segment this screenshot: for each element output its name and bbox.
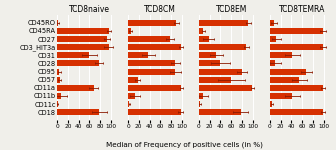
- Bar: [199, 44, 246, 50]
- Bar: [57, 60, 99, 66]
- Bar: [128, 101, 129, 107]
- Bar: [270, 109, 323, 115]
- Bar: [57, 69, 59, 75]
- Bar: [57, 44, 109, 50]
- Bar: [128, 52, 149, 58]
- Bar: [199, 93, 203, 99]
- Bar: [199, 36, 209, 42]
- Bar: [199, 101, 200, 107]
- Text: Median of Frequency of positive cells (in %): Median of Frequency of positive cells (i…: [107, 142, 263, 148]
- Bar: [128, 44, 181, 50]
- Bar: [199, 28, 203, 34]
- Bar: [128, 93, 135, 99]
- Bar: [270, 60, 275, 66]
- Bar: [199, 85, 252, 91]
- Bar: [199, 77, 231, 83]
- Bar: [270, 93, 292, 99]
- Bar: [128, 85, 181, 91]
- Bar: [270, 77, 299, 83]
- Bar: [128, 20, 176, 26]
- Bar: [270, 101, 272, 107]
- Bar: [128, 69, 175, 75]
- Bar: [270, 36, 276, 42]
- Bar: [57, 93, 61, 99]
- Bar: [57, 28, 109, 34]
- Bar: [128, 60, 175, 66]
- Bar: [128, 77, 138, 83]
- Bar: [199, 60, 220, 66]
- Bar: [128, 109, 181, 115]
- Bar: [270, 85, 323, 91]
- Bar: [270, 28, 323, 34]
- Bar: [270, 44, 323, 50]
- Bar: [57, 77, 60, 83]
- Title: TCD8naive: TCD8naive: [69, 5, 110, 14]
- Bar: [270, 69, 306, 75]
- Bar: [128, 36, 170, 42]
- Bar: [128, 28, 131, 34]
- Bar: [57, 20, 58, 26]
- Bar: [199, 52, 216, 58]
- Bar: [57, 85, 94, 91]
- Bar: [57, 109, 99, 115]
- Title: TCD8TEMRA: TCD8TEMRA: [279, 5, 325, 14]
- Bar: [199, 69, 242, 75]
- Title: TCD8EM: TCD8EM: [215, 5, 247, 14]
- Bar: [57, 36, 107, 42]
- Bar: [57, 52, 89, 58]
- Bar: [270, 52, 292, 58]
- Bar: [199, 109, 241, 115]
- Bar: [270, 20, 274, 26]
- Title: TCD8CM: TCD8CM: [144, 5, 176, 14]
- Bar: [57, 101, 58, 107]
- Bar: [199, 20, 248, 26]
